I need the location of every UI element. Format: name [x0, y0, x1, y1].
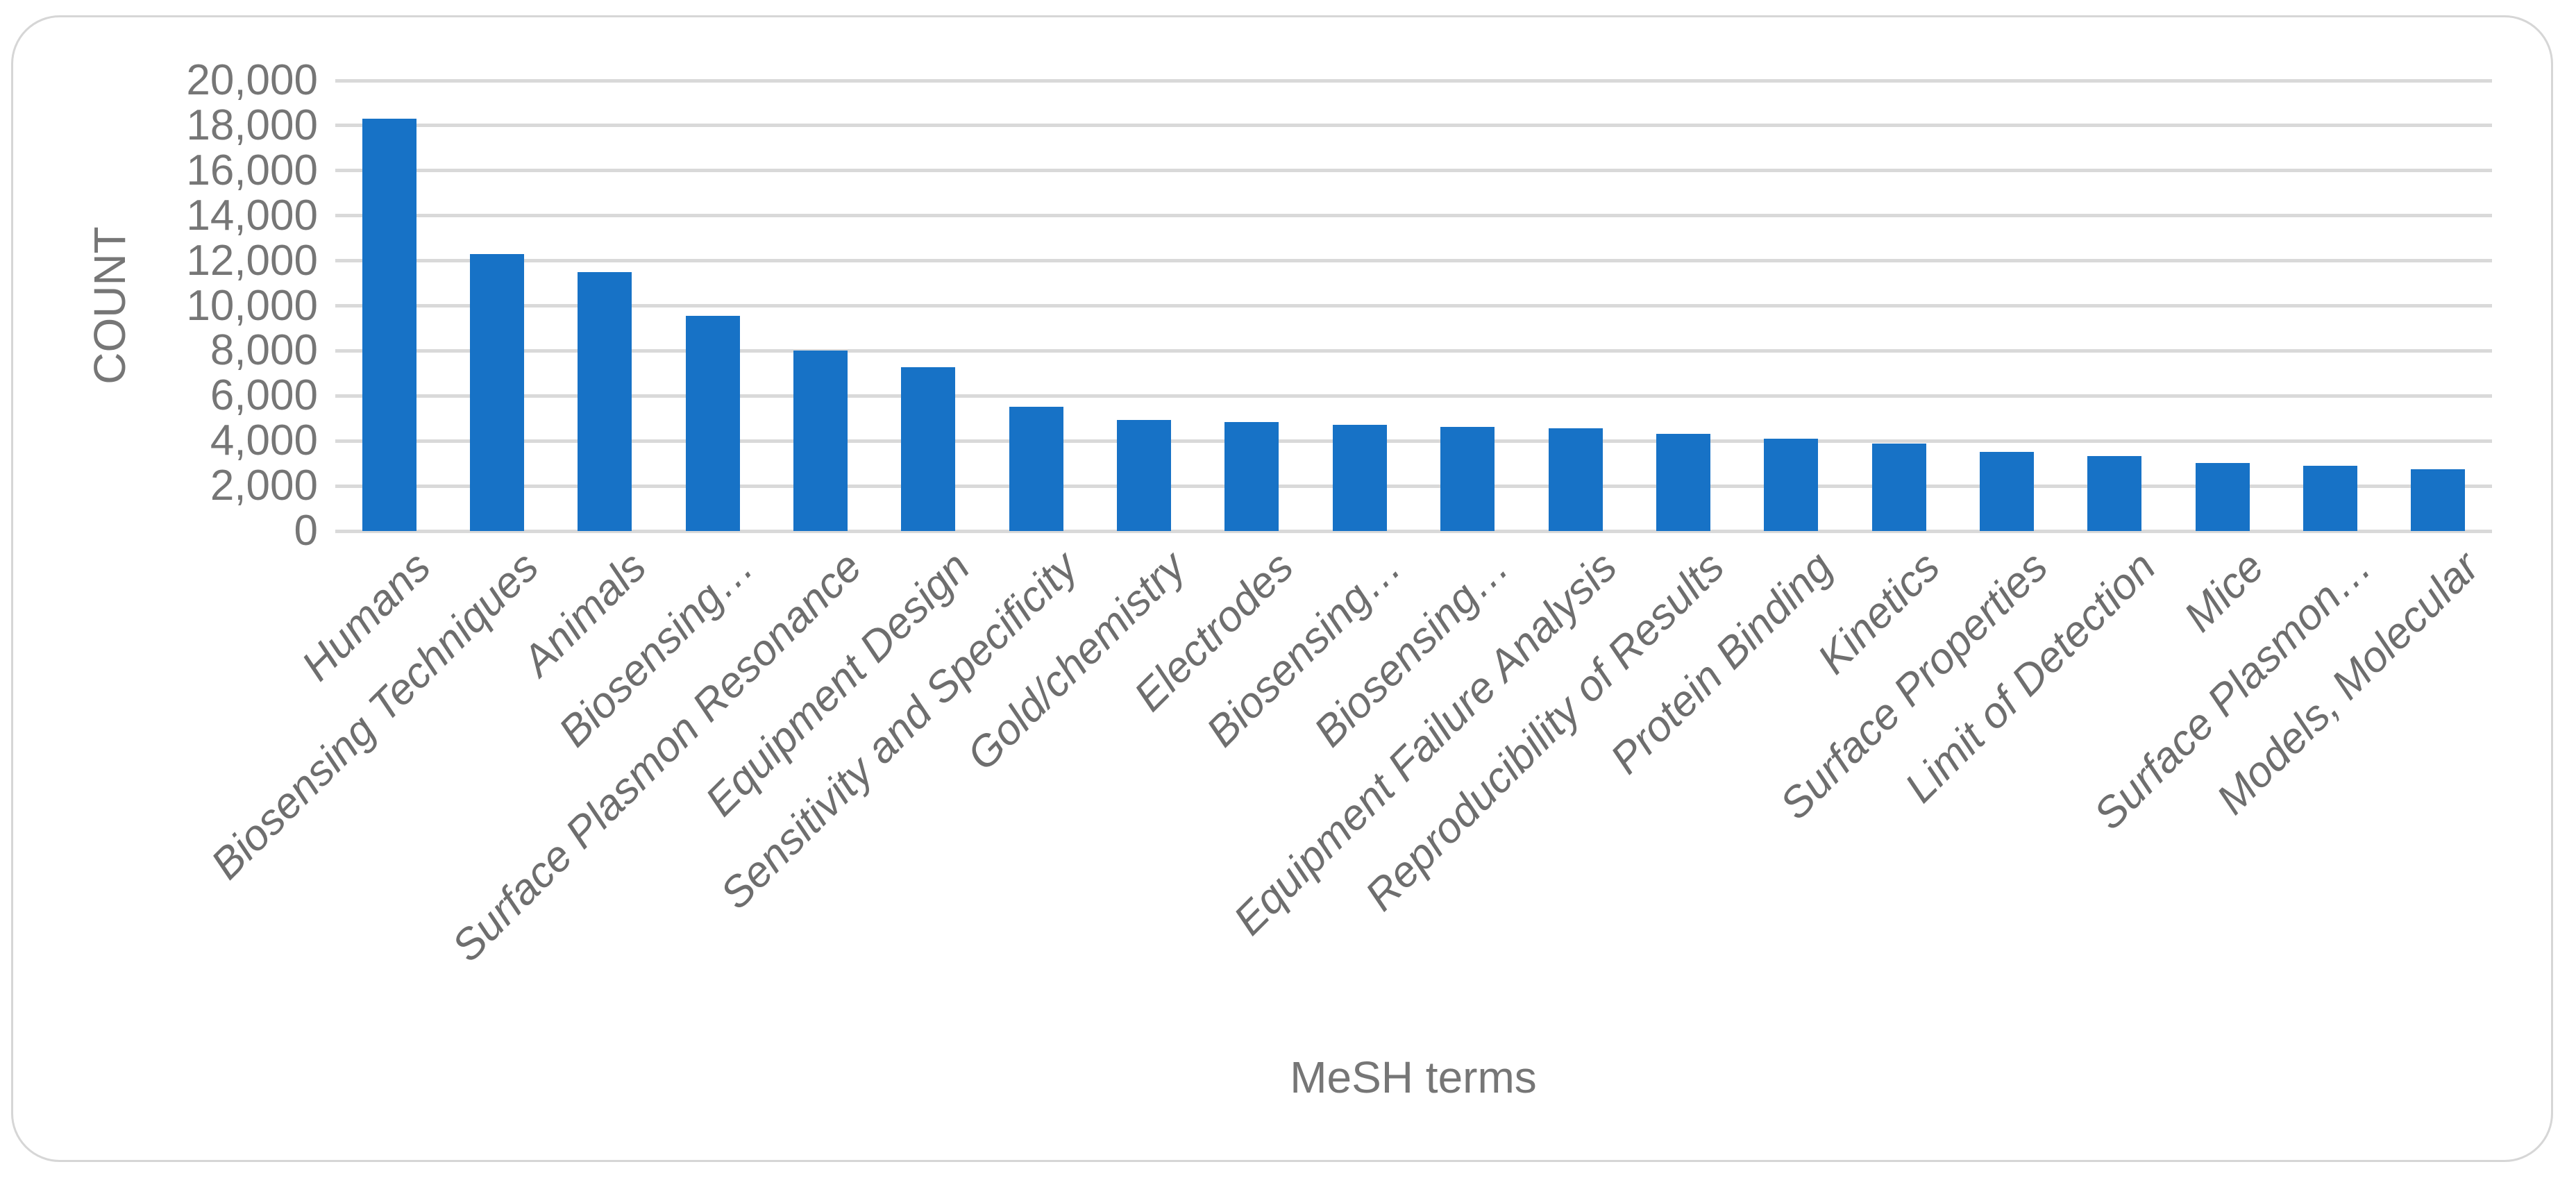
- y-axis-tick-label: 18,000: [186, 101, 318, 149]
- x-axis-title: MeSH terms: [1290, 1052, 1537, 1102]
- y-axis-tick-label: 14,000: [186, 191, 318, 239]
- bar-surface-plasmon-: [2303, 466, 2357, 531]
- chart-panel-border: [11, 15, 2553, 1162]
- gridline: [335, 484, 2492, 488]
- bar-gold-chemistry: [1117, 419, 1172, 531]
- gridline: [335, 214, 2492, 218]
- x-axis-category-label: Mice: [2175, 543, 2273, 641]
- bar-protein-binding: [1764, 439, 1819, 531]
- bar-equipment-design: [901, 367, 956, 531]
- y-axis-tick-label: 4,000: [210, 416, 318, 465]
- y-axis-tick-label: 16,000: [186, 146, 318, 194]
- gridline: [335, 304, 2492, 308]
- y-axis-tick-label: 12,000: [186, 236, 318, 285]
- bar-electrodes: [1224, 421, 1279, 531]
- y-axis-tick-label: 8,000: [210, 326, 318, 375]
- y-axis-title: COUNT: [85, 226, 135, 385]
- y-axis-tick-label: 2,000: [210, 462, 318, 510]
- bar-kinetics: [1871, 444, 1926, 531]
- bar-models-molecular: [2411, 469, 2466, 531]
- bar-biosensing-techniques: [470, 253, 525, 531]
- y-axis-tick-label: 0: [294, 507, 318, 555]
- y-axis-tick-label: 6,000: [210, 371, 318, 420]
- bar-biosensing-: [1440, 427, 1495, 531]
- bar-limit-of-detection: [2087, 456, 2142, 531]
- bar-biosensing-: [685, 315, 740, 531]
- y-axis-tick-label: 10,000: [186, 281, 318, 330]
- gridline: [335, 348, 2492, 353]
- bar-reproducibility-of-results: [1656, 433, 1710, 531]
- bar-surface-plasmon-resonance: [793, 351, 848, 531]
- bar-sensitivity-and-specificity: [1009, 407, 1063, 531]
- bar-biosensing-: [1332, 425, 1387, 531]
- y-axis-tick-label: 20,000: [186, 56, 318, 104]
- bar-surface-properties: [1979, 451, 2034, 531]
- gridline: [335, 124, 2492, 128]
- bar-equipment-failure-analysis: [1548, 428, 1603, 531]
- bar-mice: [2195, 463, 2250, 531]
- gridline: [335, 394, 2492, 398]
- gridline: [335, 439, 2492, 443]
- gridline: [335, 259, 2492, 263]
- gridline: [335, 169, 2492, 173]
- bar-humans: [362, 119, 416, 531]
- gridline: [335, 529, 2492, 533]
- bar-animals: [578, 271, 632, 531]
- gridline: [335, 78, 2492, 83]
